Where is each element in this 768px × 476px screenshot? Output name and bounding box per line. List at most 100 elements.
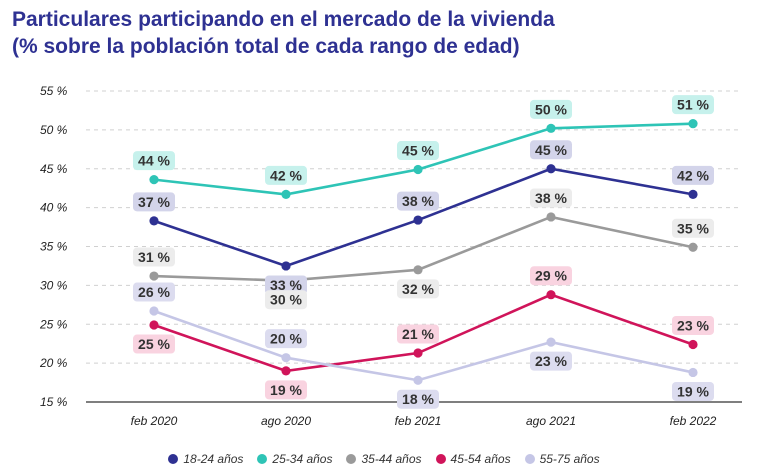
legend-marker bbox=[257, 454, 268, 464]
data-label-text: 19 % bbox=[677, 383, 709, 399]
data-label-bg bbox=[133, 334, 175, 354]
legend-label: 55-75 años bbox=[539, 452, 600, 466]
data-label: 25 % bbox=[133, 334, 175, 354]
data-point bbox=[413, 215, 423, 225]
data-label-text: 45 % bbox=[535, 142, 567, 158]
data-label: 35 % bbox=[672, 218, 714, 238]
x-tick-label: feb 2022 bbox=[670, 414, 717, 428]
data-label-bg bbox=[530, 266, 572, 286]
data-label-text: 37 % bbox=[138, 194, 170, 210]
data-label-text: 25 % bbox=[138, 336, 170, 352]
data-point bbox=[149, 271, 159, 281]
data-label-bg bbox=[672, 165, 714, 185]
legend-marker bbox=[524, 454, 535, 464]
data-label: 23 % bbox=[672, 315, 714, 335]
data-label: 38 % bbox=[397, 191, 439, 211]
series-line bbox=[153, 309, 694, 382]
data-point bbox=[413, 375, 423, 385]
data-label-bg bbox=[133, 247, 175, 267]
data-label-bg bbox=[265, 380, 307, 400]
data-label-text: 18 % bbox=[402, 391, 434, 407]
data-label: 19 % bbox=[265, 380, 307, 400]
data-label: 23 % bbox=[530, 351, 572, 371]
data-label: 51 % bbox=[672, 95, 714, 115]
data-point bbox=[688, 119, 698, 129]
data-point bbox=[281, 353, 291, 363]
data-label-bg bbox=[265, 329, 307, 349]
data-label-text: 31 % bbox=[138, 249, 170, 265]
data-label-text: 29 % bbox=[535, 268, 567, 284]
data-label: 45 % bbox=[530, 140, 572, 160]
y-tick-label: 35 % bbox=[40, 240, 68, 254]
x-tick-label: feb 2021 bbox=[395, 414, 442, 428]
data-label-bg bbox=[133, 151, 175, 171]
data-point bbox=[546, 337, 556, 347]
x-tick-label: feb 2020 bbox=[131, 414, 178, 428]
data-label: 38 % bbox=[530, 188, 572, 208]
legend-item: 45-54 años bbox=[435, 452, 511, 466]
legend-marker bbox=[346, 454, 357, 464]
data-label-bg bbox=[530, 99, 572, 119]
legend-label: 18-24 años bbox=[183, 452, 244, 466]
data-label: 20 % bbox=[265, 329, 307, 349]
data-label-text: 32 % bbox=[402, 281, 434, 297]
data-label-bg bbox=[133, 282, 175, 302]
data-label-text: 21 % bbox=[402, 326, 434, 342]
data-label-bg bbox=[265, 275, 307, 295]
data-label-bg bbox=[397, 389, 439, 409]
data-point bbox=[546, 123, 556, 133]
data-label: 42 % bbox=[672, 165, 714, 185]
legend-label: 35-44 años bbox=[361, 452, 422, 466]
data-point bbox=[546, 164, 556, 174]
y-tick-label: 15 % bbox=[40, 395, 68, 409]
data-label-bg bbox=[672, 95, 714, 115]
x-tick-label: ago 2021 bbox=[526, 414, 576, 428]
y-tick-label: 40 % bbox=[40, 201, 68, 215]
data-label-text: 45 % bbox=[402, 143, 434, 159]
data-label-text: 35 % bbox=[677, 220, 709, 236]
data-point bbox=[149, 320, 159, 330]
data-label-text: 19 % bbox=[270, 382, 302, 398]
data-label: 45 % bbox=[397, 141, 439, 161]
data-label-bg bbox=[530, 188, 572, 208]
data-point bbox=[413, 164, 423, 175]
data-label: 29 % bbox=[530, 266, 572, 286]
data-label-text: 23 % bbox=[677, 317, 709, 333]
chart-title-line-1: Particulares participando en el mercado … bbox=[12, 8, 555, 31]
data-label-bg bbox=[133, 192, 175, 212]
data-label-text: 42 % bbox=[270, 167, 302, 183]
data-point bbox=[688, 189, 698, 200]
legend-label: 45-54 años bbox=[450, 452, 511, 466]
data-label: 33 % bbox=[265, 275, 307, 295]
data-label-bg bbox=[265, 290, 307, 310]
data-label: 32 % bbox=[397, 279, 439, 299]
data-label-bg bbox=[672, 315, 714, 335]
chart-legend: 18-24 años 25-34 años 35-44 años 45-54 años… bbox=[0, 452, 768, 466]
data-label-text: 38 % bbox=[402, 193, 434, 209]
chart-title-line-2: (% sobre la población total de cada rang… bbox=[12, 35, 520, 58]
data-label-bg bbox=[672, 218, 714, 238]
data-label: 30 % bbox=[265, 290, 307, 310]
x-tick-label: ago 2020 bbox=[261, 414, 311, 428]
data-label-text: 50 % bbox=[535, 101, 567, 117]
legend-item: 35-44 años bbox=[346, 452, 422, 466]
y-tick-label: 45 % bbox=[40, 162, 68, 176]
y-tick-label: 30 % bbox=[40, 278, 68, 292]
legend-marker bbox=[435, 454, 446, 464]
data-label: 37 % bbox=[133, 192, 175, 212]
legend-label: 25-34 años bbox=[272, 452, 333, 466]
legend-item: 25-34 años bbox=[257, 452, 332, 466]
data-point bbox=[546, 212, 556, 222]
data-point bbox=[413, 265, 423, 275]
data-label: 31 % bbox=[133, 247, 175, 267]
data-label: 18 % bbox=[397, 389, 439, 409]
data-point bbox=[149, 216, 159, 226]
data-point bbox=[149, 306, 159, 316]
data-point bbox=[546, 290, 556, 300]
data-label-text: 20 % bbox=[270, 331, 302, 347]
data-point bbox=[281, 189, 291, 200]
series-line bbox=[153, 167, 694, 268]
data-point bbox=[413, 348, 423, 358]
data-point bbox=[149, 175, 159, 185]
data-label: 21 % bbox=[397, 324, 439, 344]
